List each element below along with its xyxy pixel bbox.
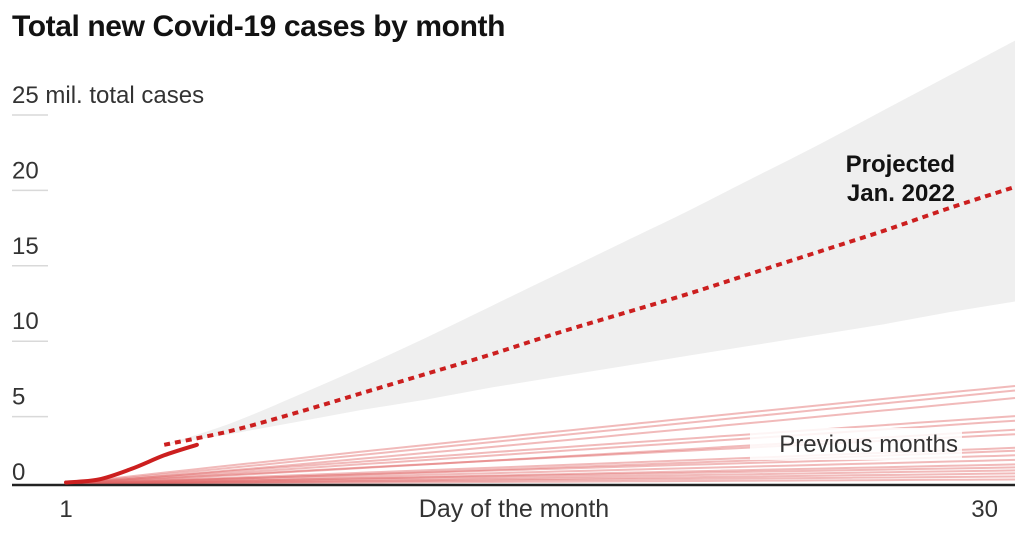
previous-month-line	[65, 463, 1016, 485]
projection-label-line1: Projected	[846, 151, 955, 178]
chart-title: Total new Covid-19 cases by month	[12, 10, 506, 43]
previous-month-line	[65, 466, 1016, 485]
previous-month-line	[65, 458, 1016, 485]
y-tick-label: 5	[12, 384, 25, 411]
y-tick-labels: 0 5 10 15 20 25 mil. total cases	[12, 82, 204, 486]
y-tick-label: 15	[12, 233, 39, 260]
x-axis-title: Day of the month	[419, 495, 609, 523]
previous-months-label: Previous months	[779, 431, 958, 458]
previous-month-line	[65, 478, 1016, 485]
y-tick-label: 10	[12, 308, 39, 335]
previous-month-line	[65, 397, 1016, 485]
y-tick-label: 25 mil. total cases	[12, 82, 204, 109]
y-tick-label: 20	[12, 157, 39, 184]
previous-month-line	[65, 385, 1016, 485]
y-tick-label: 0	[12, 459, 25, 486]
projection-label-line2: Jan. 2022	[847, 180, 955, 207]
gridlines	[12, 114, 48, 418]
previous-month-line	[65, 469, 1016, 485]
current-month-series	[64, 442, 199, 485]
current-month-line	[64, 442, 199, 485]
previous-month-line	[65, 454, 1016, 485]
previous-months-label-backdrop	[750, 428, 962, 460]
x-tick-label: 1	[59, 496, 72, 523]
projection-line	[163, 184, 1016, 447]
projection-band-area	[164, 40, 1015, 445]
previous-month-line	[65, 389, 1016, 485]
x-axis-labels: 1 30 Day of the month	[59, 495, 998, 523]
previous-month-line	[65, 472, 1016, 485]
projection-band	[164, 40, 1015, 445]
x-tick-label: 30	[971, 496, 998, 523]
projection-series	[163, 184, 1016, 447]
previous-month-line	[65, 475, 1016, 485]
previous-month-line	[65, 415, 1016, 485]
